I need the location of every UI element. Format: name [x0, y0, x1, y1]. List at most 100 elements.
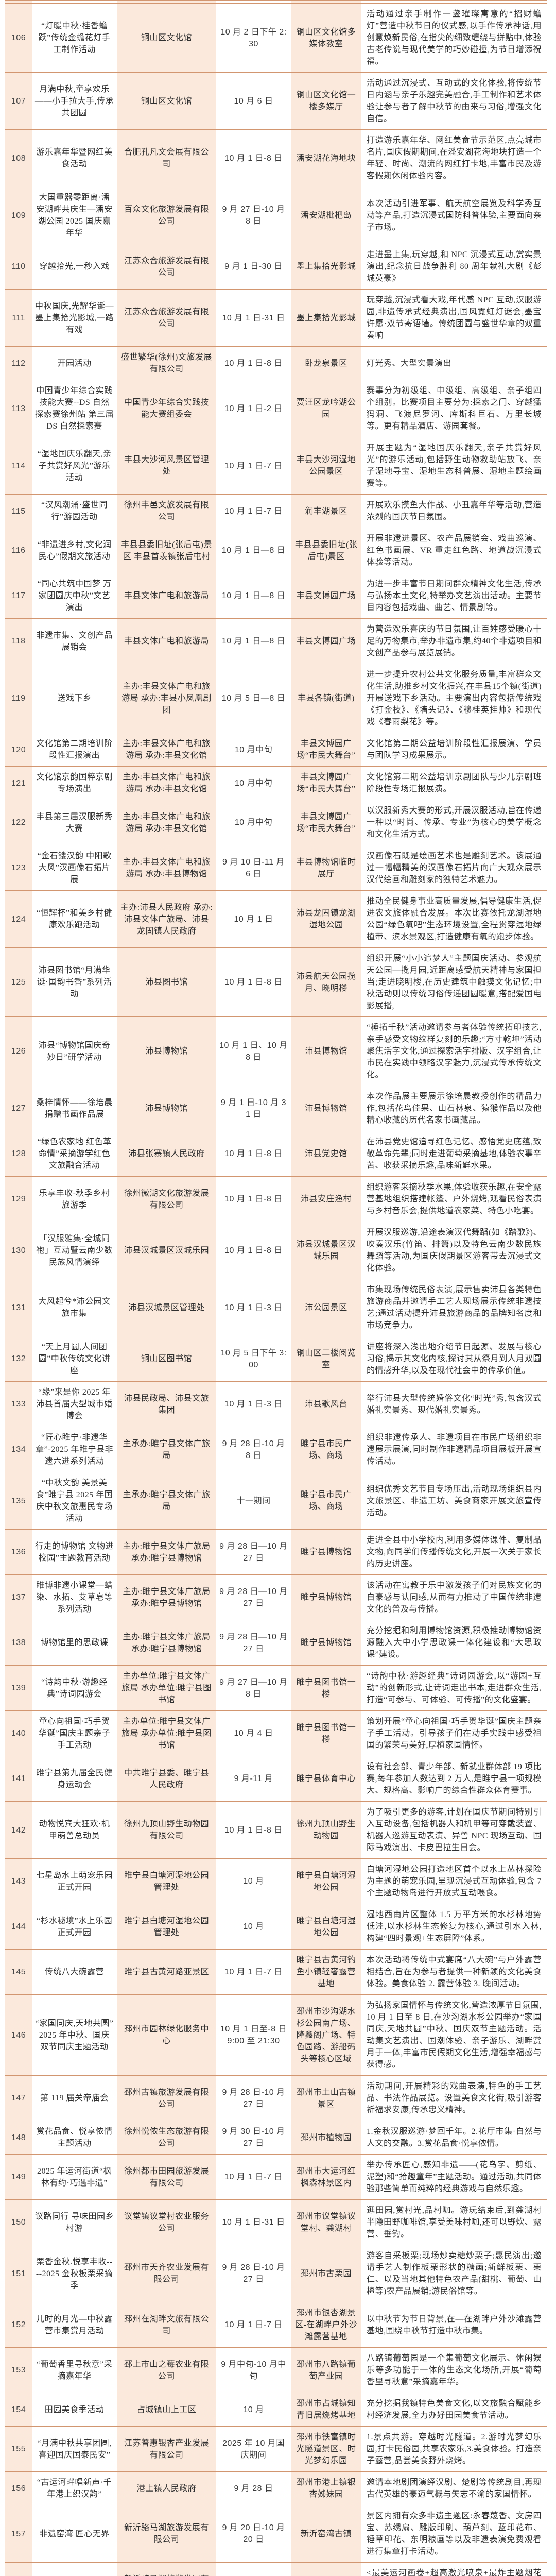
cell-date: 9 月 1 日-10 月 31 日 — [216, 1086, 291, 1131]
table-row: 154 田园美食季活动 占城镇山上工区 10 月 邳州市占城镇知青旧居烧烤基地 … — [5, 2393, 547, 2427]
cell-location: 丰县大沙河湿地公园景区 — [291, 437, 361, 495]
cell-no: 116 — [5, 528, 32, 573]
cell-no: 108 — [5, 129, 32, 187]
cell-activity-name: “古运河畔唱新声·千年港上织汉韵” — [32, 2471, 117, 2505]
cell-activity-name: 睢宁县第九届全民健身运动会 — [32, 1756, 117, 1802]
cell-location: 丰县文博园广场“市民大舞台” — [291, 733, 361, 767]
cell-no: 121 — [5, 766, 32, 800]
cell-organizer: 主承办:睢宁县文体广旅局 — [117, 1427, 216, 1472]
table-row: 107 月满中秋,童享欢乐——小手拉大手,传承共团圆 铜山区文化馆 10 月 6… — [5, 72, 547, 130]
cell-no: 111 — [5, 289, 32, 347]
cell-activity-name: 文化馆京韵国粹京剧专场演出 — [32, 766, 117, 800]
cell-activity-name: “非遗进乡村,文化润民心”假期文旅活动 — [32, 528, 117, 573]
cell-activity-name: “匠心睢宁·非遗华章”-2025 年睢宁县非遗六进系列活动 — [32, 1427, 117, 1472]
cell-description: 活动期间,开展精彩的戏曲表演,特色的手工艺品、书法作品展览。设置美食文化街,吸引… — [361, 2075, 547, 2121]
cell-location: 丰县博物馆临时展厅 — [291, 845, 361, 891]
cell-activity-name: 童心向祖国·巧手贺华诞”国庆主题亲子手工活动 — [32, 1710, 117, 1756]
cell-organizer: 主办:丰县文体广电和旅游局 承办:丰县文化馆 — [117, 766, 216, 800]
cell-no: 145 — [5, 1949, 32, 1995]
cell-location: 沛县博物馆 — [291, 1016, 361, 1086]
cell-date: 10 月 5 日—8 日 — [216, 664, 291, 733]
cell-description: 1.景点共游。穿越时光隧道。2.游时光梦幻乐园,打卡民俗园,共享农家乐,3.美食… — [361, 2426, 547, 2472]
cell-no: 127 — [5, 1086, 32, 1131]
cell-description: 赛事分为初级组、中级组、高级组、亲子组四个组别。比赛项目主要分为:探索之门、穿越… — [361, 380, 547, 437]
cell-date: 10 月 6 日 — [216, 72, 291, 130]
cell-organizer: 睢宁县白塘河湿地公园管理处 — [117, 1858, 216, 1904]
cell-date: 10 月 1 日-8 日 — [216, 1801, 291, 1859]
cell-no: 144 — [5, 1904, 32, 1950]
cell-location: 新沂窑湾古镇 — [291, 2505, 361, 2563]
cell-no: 153 — [5, 2347, 32, 2393]
cell-date: 9 月 27 日-10 月 8 日 — [216, 187, 291, 244]
cell-date: 10 月 — [216, 1858, 291, 1904]
cell-no: 138 — [5, 1620, 32, 1666]
cell-date: 9 月 28 日-10 月 8 日 — [216, 1427, 291, 1472]
cell-activity-name: “湿地国庆乐翻天,亲子共赏好风光”游乐活动 — [32, 437, 117, 495]
cell-activity-name: 非遗窑湾 匠心无界 — [32, 2505, 117, 2563]
table-row: 149 2025 年运河街道“枫林有约·巧遇非遗” 徐州都市田园旅游发展有限公司… — [5, 2154, 547, 2200]
cell-date: 10 月 1 日-8 日 — [216, 1222, 291, 1279]
cell-date: 9 月 30 日-10 月 27 日 — [216, 2121, 291, 2155]
table-row: 121 文化馆京韵国粹京剧专场演出 主办:丰县文体广电和旅游局 承办:丰县文化馆… — [5, 766, 547, 800]
cell-no: 129 — [5, 1176, 32, 1222]
table-row: 109 大国重器零距离·潘安湖畔共庆生—潘安湖公园 2025 国庆嘉年华 百众文… — [5, 187, 547, 244]
cell-activity-name: “月满中秋共享团圆,喜迎国庆国泰民安” — [32, 2426, 117, 2472]
cell-date: 十一期间 — [216, 1472, 291, 1530]
cell-date: 9 月 28 日-10 月 27 日 — [216, 2245, 291, 2302]
cell-date: 9 月 20 日-10 月 20 日 — [216, 2505, 291, 2563]
cell-organizer: 邳州市园林绿化服务中心 — [117, 1994, 216, 2076]
cell-date: 9 月 28 日—10 月 27 日 — [216, 1529, 291, 1575]
cell-description: 活动通过沉浸式、互动式的文化体验,将传统节日内涵与亲子乐趣完美融合,手工制作和艺… — [361, 72, 547, 130]
cell-no: 107 — [5, 72, 32, 130]
cell-activity-name: 传统八大碗露营 — [32, 1949, 117, 1995]
table-row: 130 「汉服雅集·全城同袍」互动暨云南少数民族风情演绎 沛县汉城景区汉城乐园 … — [5, 1222, 547, 1279]
cell-organizer: 徐州微湖文化旅游发展有限公司 — [117, 1176, 216, 1222]
cell-organizer: 丰县县委旧址(张后屯)景区 丰县首羡镇张后屯村 — [117, 528, 216, 573]
cell-date: 9 月 28 日-10 月 27 日 — [216, 2075, 291, 2121]
table-row: 150 议路同行 寻味田园乡村游 议堂镇议堂村农业服务公司 10 月 1 日-3… — [5, 2199, 547, 2245]
cell-location: 沛县龙固镇龙湖湿地公园 — [291, 890, 361, 948]
cell-date: 10 月 1 日-8 日 — [216, 1131, 291, 1177]
cell-no: 136 — [5, 1529, 32, 1575]
cell-activity-name: “金石镂汉韵 中阳歌大风”汉画像石拓片展 — [32, 845, 117, 891]
cell-description: 以中秋节为节日背景,在—在湖畔户外沙滩露营基地,围绕中秋节打造中秋市集。 — [361, 2302, 547, 2348]
cell-no: 109 — [5, 187, 32, 244]
cell-activity-name: 桑梓情怀——徐培晨捐赠书画作品展 — [32, 1086, 117, 1131]
table-row: 117 “同心共筑中国梦 万家团圆庆中秋”文艺演出 丰县文体广电和旅游局 10 … — [5, 573, 547, 619]
cell-description: 开展非遗进景区、农产品展销会、戏曲巡演、红色书画展、VR 重走红色路、地道战沉浸… — [361, 528, 547, 573]
cell-location: 邳州市占城镇知青旧居烧烤基地 — [291, 2393, 361, 2427]
cell-activity-name: 大国重器零距离·潘安湖畔共庆生—潘安湖公园 2025 国庆嘉年华 — [32, 187, 117, 244]
cell-activity-name: 2025 年运河街道“枫林有约·巧遇非遗” — [32, 2154, 117, 2200]
cell-activity-name: 沛县“博物馆国庆奇妙日”研学活动 — [32, 1016, 117, 1086]
cell-date: 10 月 1 日至-8 日 9:00 至 21:30 — [216, 1994, 291, 2076]
cell-no: 154 — [5, 2393, 32, 2427]
cell-organizer: 议堂镇议堂村农业服务公司 — [117, 2199, 216, 2245]
cell-location: 睢宁县市民广场、商场 — [291, 1472, 361, 1530]
cell-date: 10 月 1 日、10 月 8 日 — [216, 1016, 291, 1086]
cell-date: 10 月 1 日-31 日 — [216, 2199, 291, 2245]
table-row: 137 睢博非遗小课堂—蜡染、水拓、艾草皂等系列活动 主办:睢宁县文体广旅局 承… — [5, 1574, 547, 1620]
cell-location: 睢宁县体育中心 — [291, 1756, 361, 1802]
cell-organizer: 新沂骆马湖旅游发展有限公司 — [117, 2505, 216, 2563]
cell-organizer: 沛县民政局、沛县文旅集团 — [117, 1381, 216, 1427]
cell-organizer: 江苏众合旅游发展有限公司 — [117, 244, 216, 290]
table-row: 151 栗香金秋.悦享丰收----2025 金秋板栗采摘季 邳州市天齐农业发展有… — [5, 2245, 547, 2302]
cell-organizer: 邳州市天齐农业发展有限公司 — [117, 2245, 216, 2302]
cell-activity-name: 中秋国庆,光耀华诞—墨上集拾光影城,一路有戏 — [32, 289, 117, 347]
cell-organizer: 主办:睢宁县文体广旅局 承办:睢宁县博物馆 — [117, 1574, 216, 1620]
table-row: 128 “绿色农家地 红色革命情”采摘游学红色文旅融合活动 沛县张寨镇人民政府 … — [5, 1131, 547, 1177]
cell-location: 墨上集拾光影城 — [291, 289, 361, 347]
table-row: 110 穿越拾光,一秒入戏 江苏众合旅游发展有限公司 9 月 1 日-30 日 … — [5, 244, 547, 290]
cell-date: 10 月 — [216, 2393, 291, 2427]
cell-activity-name: 丰县第三届汉服新秀大赛 — [32, 800, 117, 845]
cell-organizer: 沛县博物馆 — [117, 1086, 216, 1131]
cell-date: 9 月 1 日-30 日 — [216, 244, 291, 290]
cell-activity-name: 七星岛水上萌宠乐园正式开园 — [32, 1858, 117, 1904]
cell-organizer: 沛县汉城景区管理处 — [117, 1279, 216, 1336]
cell-activity-name: 窑湾国庆烟花秀 — [32, 2562, 117, 2576]
table-row: 106 “灯暖中秋·桂香蟾跃”传统金蟾花灯手工制作活动 铜山区文化馆 10 月 … — [5, 3, 547, 73]
table-row: 111 中秋国庆,光耀华诞—墨上集拾光影城,一路有戏 江苏众合旅游发展有限公司 … — [5, 289, 547, 347]
cell-location: 丰县县委旧址(张后屯)景区 — [291, 528, 361, 573]
table-row: 139 “诗韵中秋·游趣经典”诗词园游会 主办单位:睢宁县文体广旅局 承办单位:… — [5, 1665, 547, 1711]
